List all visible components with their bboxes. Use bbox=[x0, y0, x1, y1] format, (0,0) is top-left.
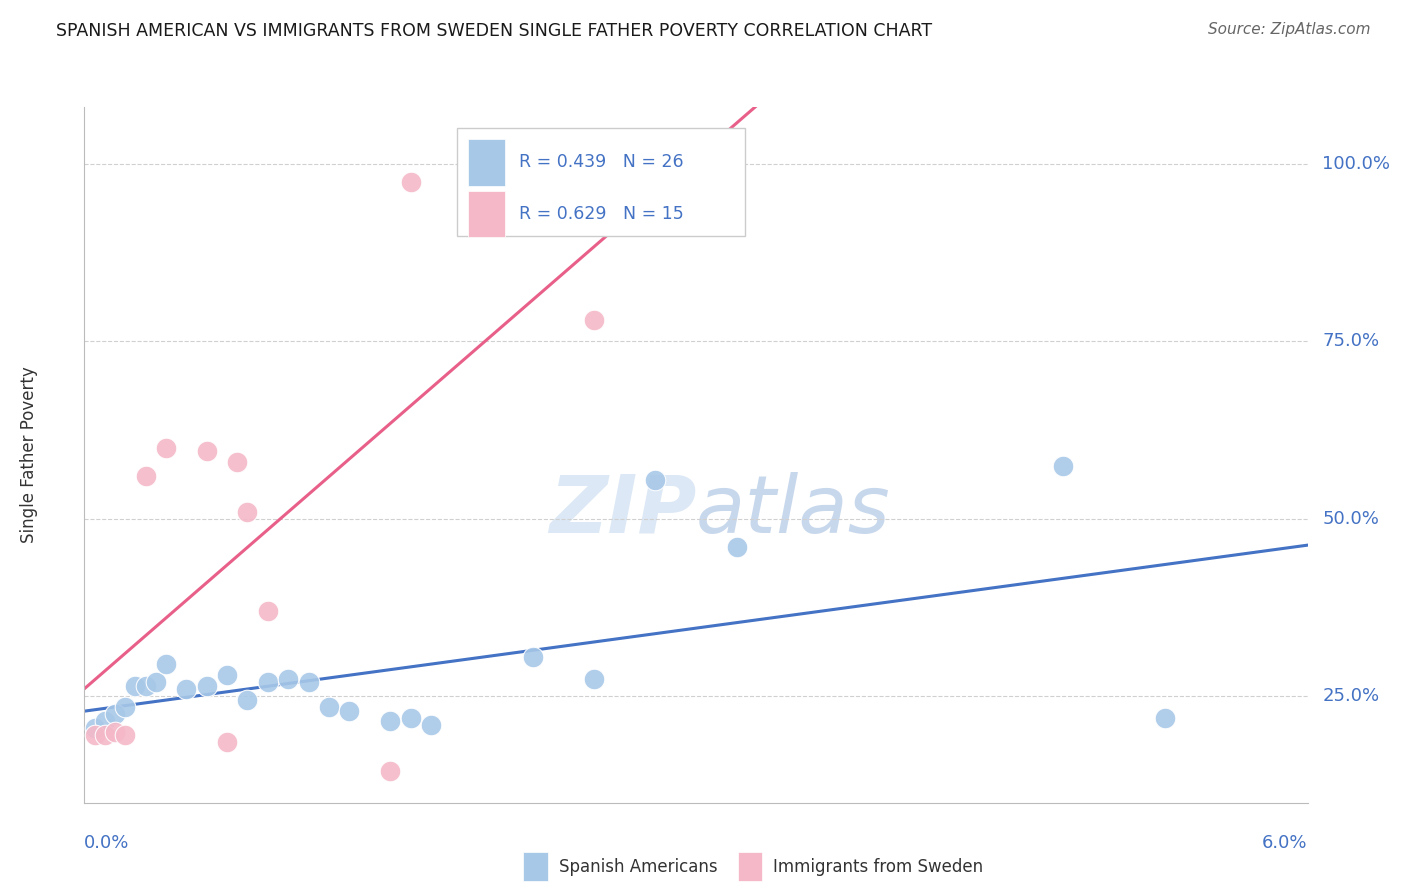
Point bbox=[583, 672, 606, 686]
FancyBboxPatch shape bbox=[457, 128, 745, 235]
Point bbox=[114, 728, 136, 742]
Point bbox=[155, 441, 177, 455]
Point bbox=[93, 714, 115, 728]
Point bbox=[83, 728, 105, 742]
FancyBboxPatch shape bbox=[738, 852, 762, 881]
Point bbox=[236, 505, 259, 519]
Point bbox=[339, 704, 361, 718]
Point bbox=[135, 469, 157, 483]
Text: Single Father Poverty: Single Father Poverty bbox=[20, 367, 38, 543]
Point bbox=[399, 710, 422, 724]
Text: R = 0.439   N = 26: R = 0.439 N = 26 bbox=[519, 153, 683, 171]
Point bbox=[583, 313, 606, 327]
Point bbox=[195, 444, 218, 458]
Text: 50.0%: 50.0% bbox=[1322, 510, 1379, 528]
Point bbox=[145, 675, 167, 690]
Point bbox=[318, 700, 340, 714]
Point bbox=[83, 721, 105, 735]
Text: ZIP: ZIP bbox=[548, 472, 696, 549]
Point bbox=[114, 700, 136, 714]
Point bbox=[155, 657, 177, 672]
Text: 100.0%: 100.0% bbox=[1322, 155, 1391, 173]
Point bbox=[174, 682, 197, 697]
Point bbox=[298, 675, 321, 690]
Point bbox=[1052, 458, 1074, 473]
Point bbox=[236, 693, 259, 707]
Point bbox=[277, 672, 299, 686]
Point bbox=[135, 679, 157, 693]
Text: Spanish Americans: Spanish Americans bbox=[560, 858, 717, 876]
Point bbox=[420, 717, 443, 731]
Point bbox=[380, 714, 402, 728]
Point bbox=[725, 540, 748, 554]
Text: SPANISH AMERICAN VS IMMIGRANTS FROM SWEDEN SINGLE FATHER POVERTY CORRELATION CHA: SPANISH AMERICAN VS IMMIGRANTS FROM SWED… bbox=[56, 22, 932, 40]
Point bbox=[257, 604, 280, 618]
Point bbox=[399, 175, 422, 189]
FancyBboxPatch shape bbox=[468, 191, 505, 237]
Point bbox=[124, 679, 146, 693]
Text: 0.0%: 0.0% bbox=[84, 834, 129, 852]
Text: Immigrants from Sweden: Immigrants from Sweden bbox=[773, 858, 983, 876]
Point bbox=[644, 473, 666, 487]
FancyBboxPatch shape bbox=[468, 139, 505, 186]
Text: Source: ZipAtlas.com: Source: ZipAtlas.com bbox=[1208, 22, 1371, 37]
Point bbox=[226, 455, 249, 469]
Text: 25.0%: 25.0% bbox=[1322, 688, 1379, 706]
Point bbox=[93, 728, 115, 742]
Point bbox=[104, 724, 127, 739]
Point bbox=[522, 650, 544, 665]
Point bbox=[502, 175, 524, 189]
Point bbox=[217, 668, 239, 682]
Text: 75.0%: 75.0% bbox=[1322, 333, 1379, 351]
FancyBboxPatch shape bbox=[523, 852, 548, 881]
Point bbox=[257, 675, 280, 690]
Text: atlas: atlas bbox=[696, 472, 891, 549]
Point bbox=[104, 707, 127, 722]
Text: R = 0.629   N = 15: R = 0.629 N = 15 bbox=[519, 205, 683, 223]
Point bbox=[195, 679, 218, 693]
Point bbox=[1154, 710, 1177, 724]
Point bbox=[217, 735, 239, 749]
Text: 6.0%: 6.0% bbox=[1263, 834, 1308, 852]
Point bbox=[380, 764, 402, 778]
